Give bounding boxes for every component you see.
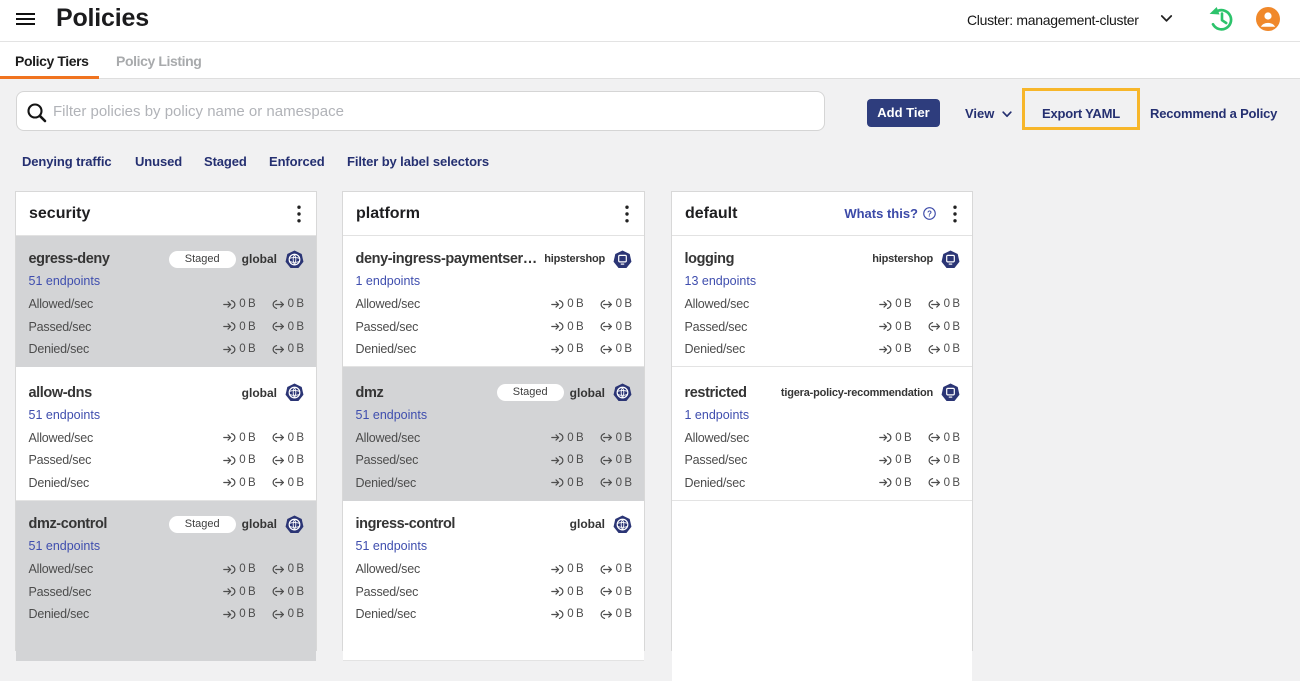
svg-text:?: ? [927, 209, 932, 218]
